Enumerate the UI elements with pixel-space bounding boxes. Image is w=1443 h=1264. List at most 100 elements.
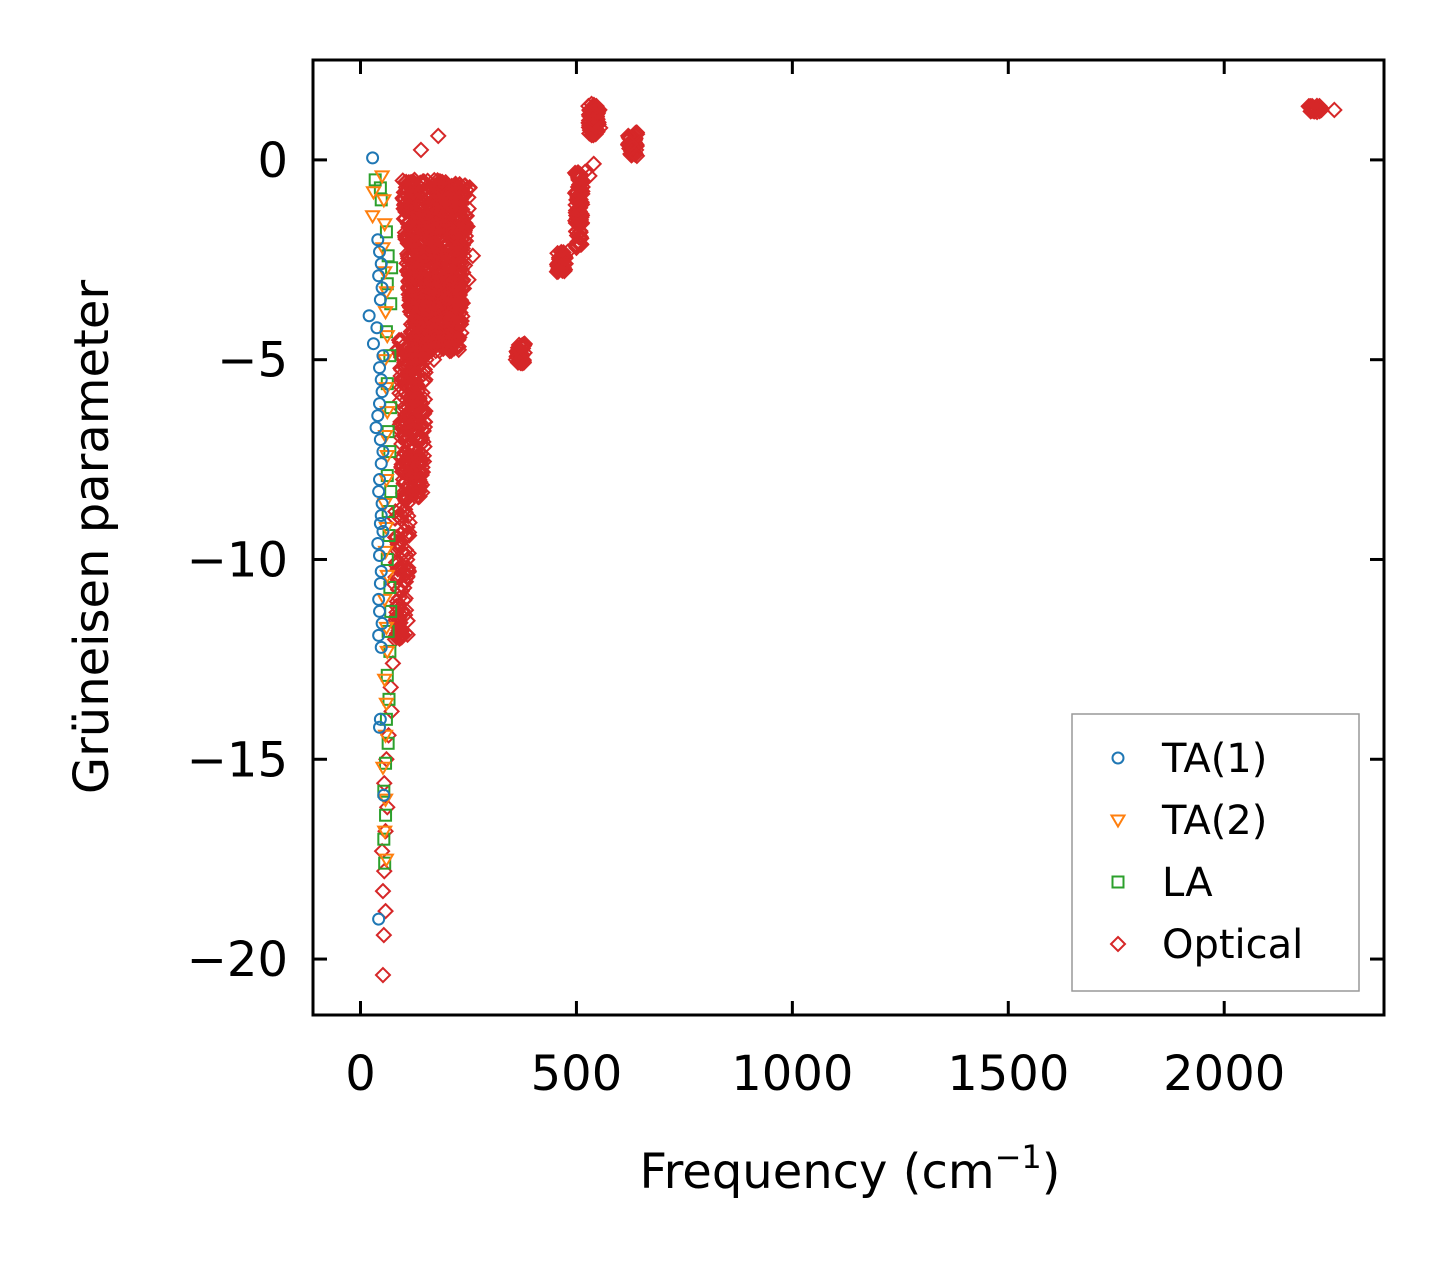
optical-point xyxy=(1306,99,1324,117)
optical-point xyxy=(404,376,422,394)
optical-point xyxy=(413,174,431,192)
optical-point xyxy=(404,246,422,263)
optical-point xyxy=(374,882,392,900)
optical-point xyxy=(1325,101,1343,119)
optical-point xyxy=(425,295,443,313)
optical-point xyxy=(395,191,413,209)
optical-point xyxy=(388,607,406,624)
ta-2-point xyxy=(376,218,393,233)
optical-point xyxy=(1308,103,1326,121)
optical-point xyxy=(411,299,429,317)
x-tick-label: 0 xyxy=(345,1046,376,1102)
ta-2-point xyxy=(377,306,394,321)
ta-1-point xyxy=(373,604,387,618)
ta-2-point xyxy=(373,170,391,185)
legend-label-optical: Optical xyxy=(1162,922,1303,968)
optical-point xyxy=(395,487,413,504)
optical-point xyxy=(409,483,426,501)
ta-1-point xyxy=(372,592,386,606)
optical-point xyxy=(445,296,463,314)
legend-marker-la xyxy=(1111,875,1125,889)
ta-1-point xyxy=(374,640,388,654)
optical-point xyxy=(395,453,412,471)
optical-point xyxy=(425,351,443,369)
ta-2-point xyxy=(378,474,395,489)
optical-point xyxy=(583,95,600,113)
optical-point xyxy=(429,127,447,145)
optical-point xyxy=(398,231,416,249)
ta-2-point xyxy=(374,761,392,776)
optical-point xyxy=(443,308,461,325)
la-point xyxy=(379,808,393,822)
la-point xyxy=(378,856,392,870)
optical-point xyxy=(399,370,417,388)
ta-1-point xyxy=(370,321,384,335)
optical-point xyxy=(572,211,590,229)
la-point xyxy=(384,485,398,499)
legend-marker-ta-2 xyxy=(1109,814,1127,829)
optical-point xyxy=(399,418,417,436)
optical-point xyxy=(399,234,417,252)
optical-point xyxy=(580,167,598,185)
optical-point xyxy=(375,926,393,944)
ta-1-point xyxy=(374,509,388,523)
optical-point xyxy=(399,215,417,233)
legend-marker-ta-1 xyxy=(1111,751,1125,765)
ta-1-point xyxy=(371,409,385,423)
optical-point xyxy=(416,371,434,389)
ta-1-point xyxy=(373,720,387,734)
ta-1-point xyxy=(373,397,387,411)
x-axis-label: Frequency (cm−1) xyxy=(639,1138,1060,1200)
optical-point xyxy=(399,439,417,457)
optical-point xyxy=(442,197,459,215)
la-point xyxy=(377,832,391,846)
optical-point xyxy=(407,415,425,433)
ta-2-point xyxy=(377,430,394,445)
x-tick-label: 1000 xyxy=(731,1046,853,1102)
optical-point xyxy=(408,224,425,242)
ta-1-point xyxy=(362,309,376,323)
optical-point xyxy=(397,463,415,480)
optical-point xyxy=(412,343,430,361)
ta-1-point xyxy=(375,385,389,399)
optical-point xyxy=(619,127,637,145)
ta-1-point xyxy=(374,257,388,271)
optical-point xyxy=(380,726,397,744)
ta-1-point xyxy=(373,293,387,307)
optical-point xyxy=(581,105,599,123)
y-tick-label: −10 xyxy=(187,532,288,588)
optical-point xyxy=(391,384,408,402)
optical-point xyxy=(628,147,646,165)
optical-point xyxy=(1312,101,1330,119)
optical-point xyxy=(585,155,603,173)
optical-point xyxy=(410,205,428,223)
y-axis-label: Grüneisen parameter xyxy=(64,280,120,795)
optical-point xyxy=(450,255,468,273)
ta-1-point xyxy=(373,517,387,531)
ta-1-point xyxy=(372,628,386,642)
optical-point xyxy=(378,798,396,816)
optical-point xyxy=(451,194,469,212)
optical-point xyxy=(568,191,585,209)
legend-marker-optical xyxy=(1109,935,1127,953)
x-tick-label: 500 xyxy=(531,1046,623,1102)
optical-point xyxy=(420,237,438,254)
optical-point xyxy=(425,225,443,243)
ta-2-point xyxy=(379,330,396,345)
y-tick-label: −5 xyxy=(217,333,288,389)
optical-point xyxy=(412,445,430,463)
optical-point xyxy=(418,311,436,329)
optical-point xyxy=(464,247,482,265)
ta-2-point xyxy=(378,853,395,868)
ta-1-point xyxy=(373,576,387,590)
ta-2-point xyxy=(365,186,382,201)
optical-point xyxy=(402,297,419,315)
x-tick-label: 1500 xyxy=(947,1046,1069,1102)
ta-1-point xyxy=(373,473,387,487)
ta-1-point xyxy=(369,421,383,435)
ta-1-point xyxy=(374,457,388,471)
ta-1-point xyxy=(376,349,390,363)
optical-point xyxy=(548,263,566,281)
optical-point xyxy=(433,173,451,191)
plot-frame xyxy=(311,58,1386,1017)
